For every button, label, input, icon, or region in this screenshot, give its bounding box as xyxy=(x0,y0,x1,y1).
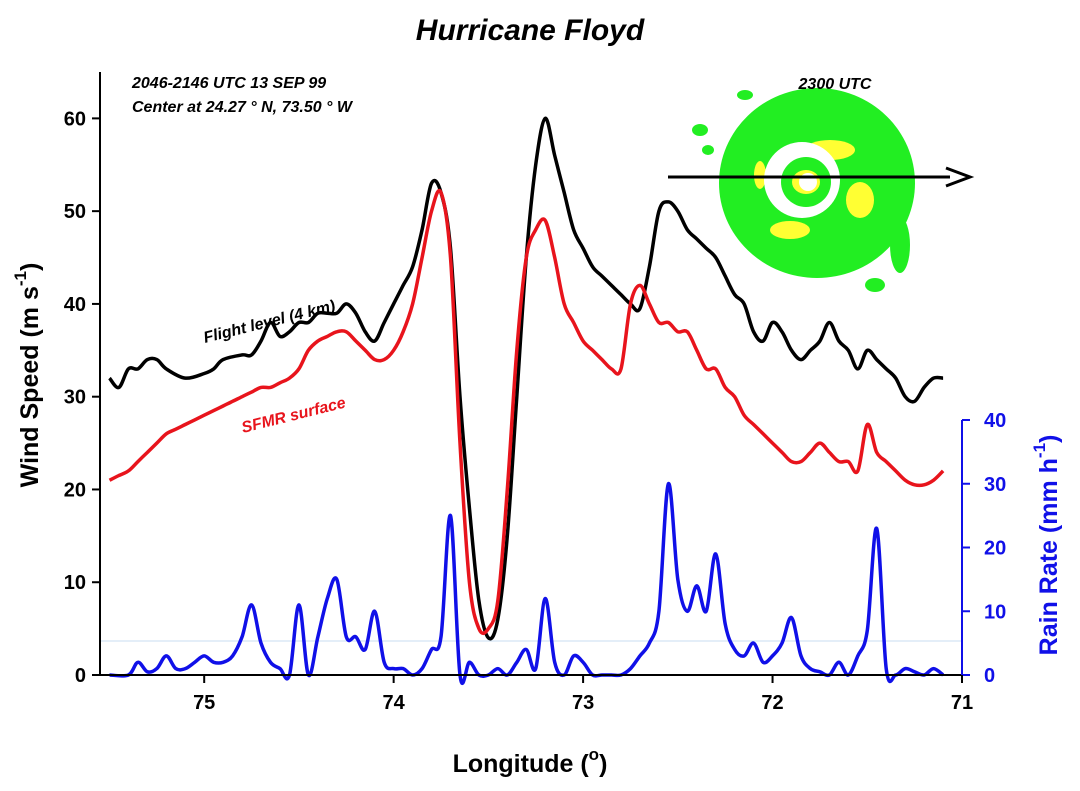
x-tick-label-2: 73 xyxy=(572,692,594,714)
x-tick-label-0: 75 xyxy=(193,692,215,714)
x-axis-label-text: Longitude ( xyxy=(453,750,590,778)
x-axis-label-tail: ) xyxy=(599,750,607,778)
radar-inset: 2300 UTC xyxy=(668,76,975,292)
inset-time-label: 2300 UTC xyxy=(798,76,872,93)
y-left-tick-label-3: 30 xyxy=(64,387,86,409)
y-left-tick-label-2: 20 xyxy=(64,479,86,501)
y-axis-left-label: Wind Speed (m s-1) xyxy=(11,263,44,488)
x-tick-label-3: 72 xyxy=(761,692,783,714)
x-tick-label-1: 74 xyxy=(383,692,406,714)
series-line-1 xyxy=(108,188,945,635)
y-left-tick-label-6: 60 xyxy=(64,108,86,130)
y-axis-right-label: Rain Rate (mm h-1) xyxy=(1030,435,1063,656)
flight-level-label: Flight level (4 km) xyxy=(202,298,337,347)
y-left-label-text: Wind Speed (m s xyxy=(16,286,44,487)
x-axis-label-sup: o xyxy=(589,745,599,764)
y-right-label-text: Rain Rate (mm h xyxy=(1035,458,1063,655)
y-left-label-tail: ) xyxy=(16,263,44,271)
center-annotation: Center at 24.27 ° N, 73.50 ° W xyxy=(132,99,354,116)
sfmr-label: SFMR surface xyxy=(240,395,348,437)
x-axis-label: Longitude (o) xyxy=(453,745,608,778)
y-left-tick-label-0: 0 xyxy=(75,665,86,687)
y-right-tick-label-2: 20 xyxy=(984,538,1006,560)
y-right-label-tail: ) xyxy=(1035,435,1063,443)
series-line-2 xyxy=(109,482,945,685)
y-left-label-sup: -1 xyxy=(11,271,30,286)
radar-image xyxy=(692,88,915,292)
y-left-tick-label-1: 10 xyxy=(64,572,86,594)
chart-title: Hurricane Floyd xyxy=(416,14,645,47)
y-right-tick-label-3: 30 xyxy=(984,474,1006,496)
y-right-tick-label-1: 10 xyxy=(984,601,1006,623)
time-range-annotation: 2046-2146 UTC 13 SEP 99 xyxy=(131,75,326,92)
y-right-label-sup: -1 xyxy=(1030,443,1049,458)
y-left-tick-label-5: 50 xyxy=(64,201,86,223)
y-right-tick-label-4: 40 xyxy=(984,410,1006,432)
x-tick-label-4: 71 xyxy=(951,692,973,714)
arrow-head xyxy=(945,166,975,188)
series-line-0 xyxy=(108,116,944,641)
y-left-tick-label-4: 40 xyxy=(64,294,86,316)
y-right-tick-label-0: 0 xyxy=(984,665,995,687)
